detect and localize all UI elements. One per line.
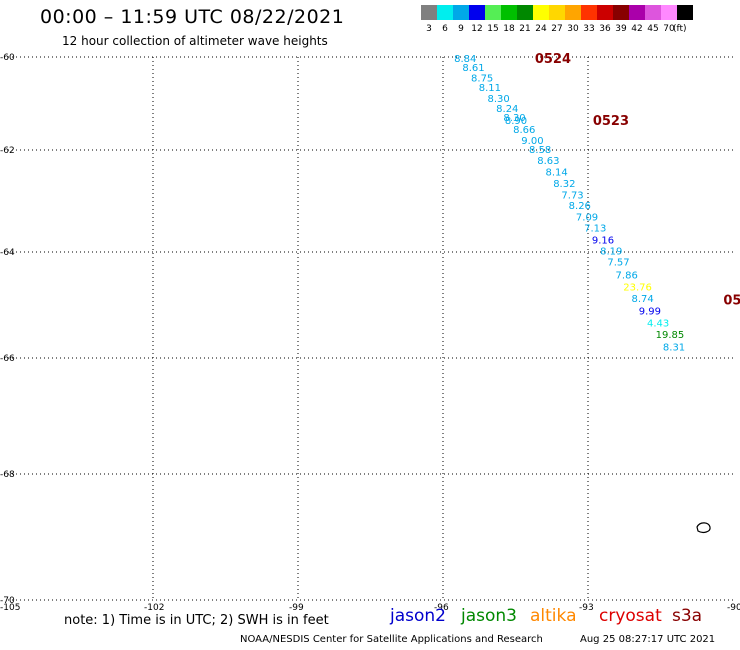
legend-label: 30 (567, 24, 579, 34)
legend-swatch (661, 5, 677, 20)
wave-height-value: 8.66 (513, 125, 535, 136)
wave-height-value: 8.30 (503, 113, 525, 124)
wave-height-value: 8.32 (553, 179, 575, 190)
satellite-name: altika (530, 606, 577, 626)
lon-tick-label: -99 (289, 603, 304, 613)
wave-height-value: 8.14 (545, 167, 567, 178)
legend-swatch (613, 5, 629, 20)
pass-time-label: 0523 (593, 114, 629, 129)
legend-swatch (677, 5, 693, 20)
legend-label: 15 (487, 24, 499, 34)
lat-tick-label: -60 (0, 53, 15, 63)
legend-label: 12 (471, 24, 483, 34)
legend-swatch (485, 5, 501, 20)
legend-swatch (629, 5, 645, 20)
wave-height-value: 7.09 (576, 212, 598, 223)
map-title: 00:00 – 11:59 UTC 08/22/2021 (40, 6, 345, 28)
legend-label: 24 (535, 24, 547, 34)
wave-height-value: 19.85 (656, 330, 685, 341)
wave-height-value: 23.76 (623, 282, 652, 293)
lat-tick-label: -68 (0, 470, 15, 480)
legend-swatch (437, 5, 453, 20)
wave-height-value: 8.19 (600, 246, 622, 257)
wave-height-value: 8.63 (537, 156, 559, 167)
wave-height-value: 8.11 (479, 83, 501, 94)
lon-tick-label: -93 (579, 603, 594, 613)
legend-label: 36 (599, 24, 611, 34)
wave-height-value: 8.61 (462, 63, 484, 74)
map-subtitle: 12 hour collection of altimeter wave hei… (62, 34, 328, 48)
axis-labels: -102 -99 -96 -93 -60 -62 -64 -66 -68 -70-105 -90 (0, 53, 740, 613)
credit-line: NOAA/NESDIS Center for Satellite Applica… (240, 634, 543, 645)
legend-label: 45 (647, 24, 659, 34)
wave-height-value: 4.43 (647, 318, 669, 329)
satellite-name: jason2 (390, 606, 446, 626)
legend-swatch (581, 5, 597, 20)
legend-label: 39 (615, 24, 627, 34)
wave-height-value: 8.84 (454, 54, 476, 65)
legend-swatch (501, 5, 517, 20)
legend-swatch (517, 5, 533, 20)
map-grid (8, 56, 733, 601)
pass-time-label: 0524 (535, 52, 571, 67)
wave-height-value: 8.90 (505, 116, 527, 127)
legend-swatch (533, 5, 549, 20)
lon-tick-label: -105 (0, 603, 20, 613)
legend-label: 27 (551, 24, 563, 34)
legend-label: 21 (519, 24, 531, 34)
lon-tick-label: -96 (434, 603, 449, 613)
island-outline (696, 522, 711, 533)
legend-label: 3 (426, 24, 432, 34)
wave-height-value: 9.99 (639, 306, 661, 317)
wave-height-value: 9.00 (521, 136, 543, 147)
wave-height-value: 7.86 (616, 270, 638, 281)
wave-height-value: 8.58 (529, 145, 551, 156)
legend-swatch (565, 5, 581, 20)
legend-swatch (645, 5, 661, 20)
wave-height-value: 8.74 (632, 294, 654, 305)
legend-label: 33 (583, 24, 595, 34)
lat-tick-label: -66 (0, 354, 15, 364)
wave-height-value: 8.30 (487, 94, 509, 105)
lon-tick-label: -102 (144, 603, 164, 613)
observation-layer: 8.848.618.758.118.308.248.308.908.669.00… (454, 54, 685, 353)
lon-tick-label: -90 (727, 603, 740, 613)
legend-label: 70 (663, 24, 675, 34)
pass-time-label: 0522 (723, 294, 740, 309)
generation-timestamp: Aug 25 08:27:17 UTC 2021 (580, 634, 716, 645)
legend-label: 9 (458, 24, 464, 34)
wave-height-value: 7.13 (584, 224, 606, 235)
legend-unit: (ft) (673, 24, 687, 34)
wave-height-value: 8.31 (663, 342, 685, 353)
wave-height-value: 7.73 (561, 190, 583, 201)
wave-height-value: 9.16 (592, 235, 614, 246)
legend-swatch (469, 5, 485, 20)
legend-label: 6 (442, 24, 448, 34)
legend-label: 18 (503, 24, 515, 34)
lat-tick-label: -64 (0, 248, 15, 258)
legend-swatch (549, 5, 565, 20)
wave-height-value: 8.75 (471, 73, 493, 84)
lat-tick-label: -62 (0, 146, 15, 156)
lat-tick-label: -70 (0, 596, 15, 606)
wave-height-value: 8.26 (569, 201, 591, 212)
legend-swatch (453, 5, 469, 20)
legend-label: 42 (631, 24, 643, 34)
footnote: note: 1) Time is in UTC; 2) SWH is in fe… (64, 613, 329, 628)
legend-swatch (421, 5, 437, 20)
satellite-name: jason3 (461, 606, 517, 626)
wave-height-value: 8.24 (496, 104, 518, 115)
satellite-name: cryosat (599, 606, 662, 626)
wave-height-value: 7.57 (607, 258, 629, 269)
track-label-layer: 0524 0523 0522 (535, 52, 740, 309)
satellite-name: s3a (672, 606, 703, 626)
legend-swatch (597, 5, 613, 20)
